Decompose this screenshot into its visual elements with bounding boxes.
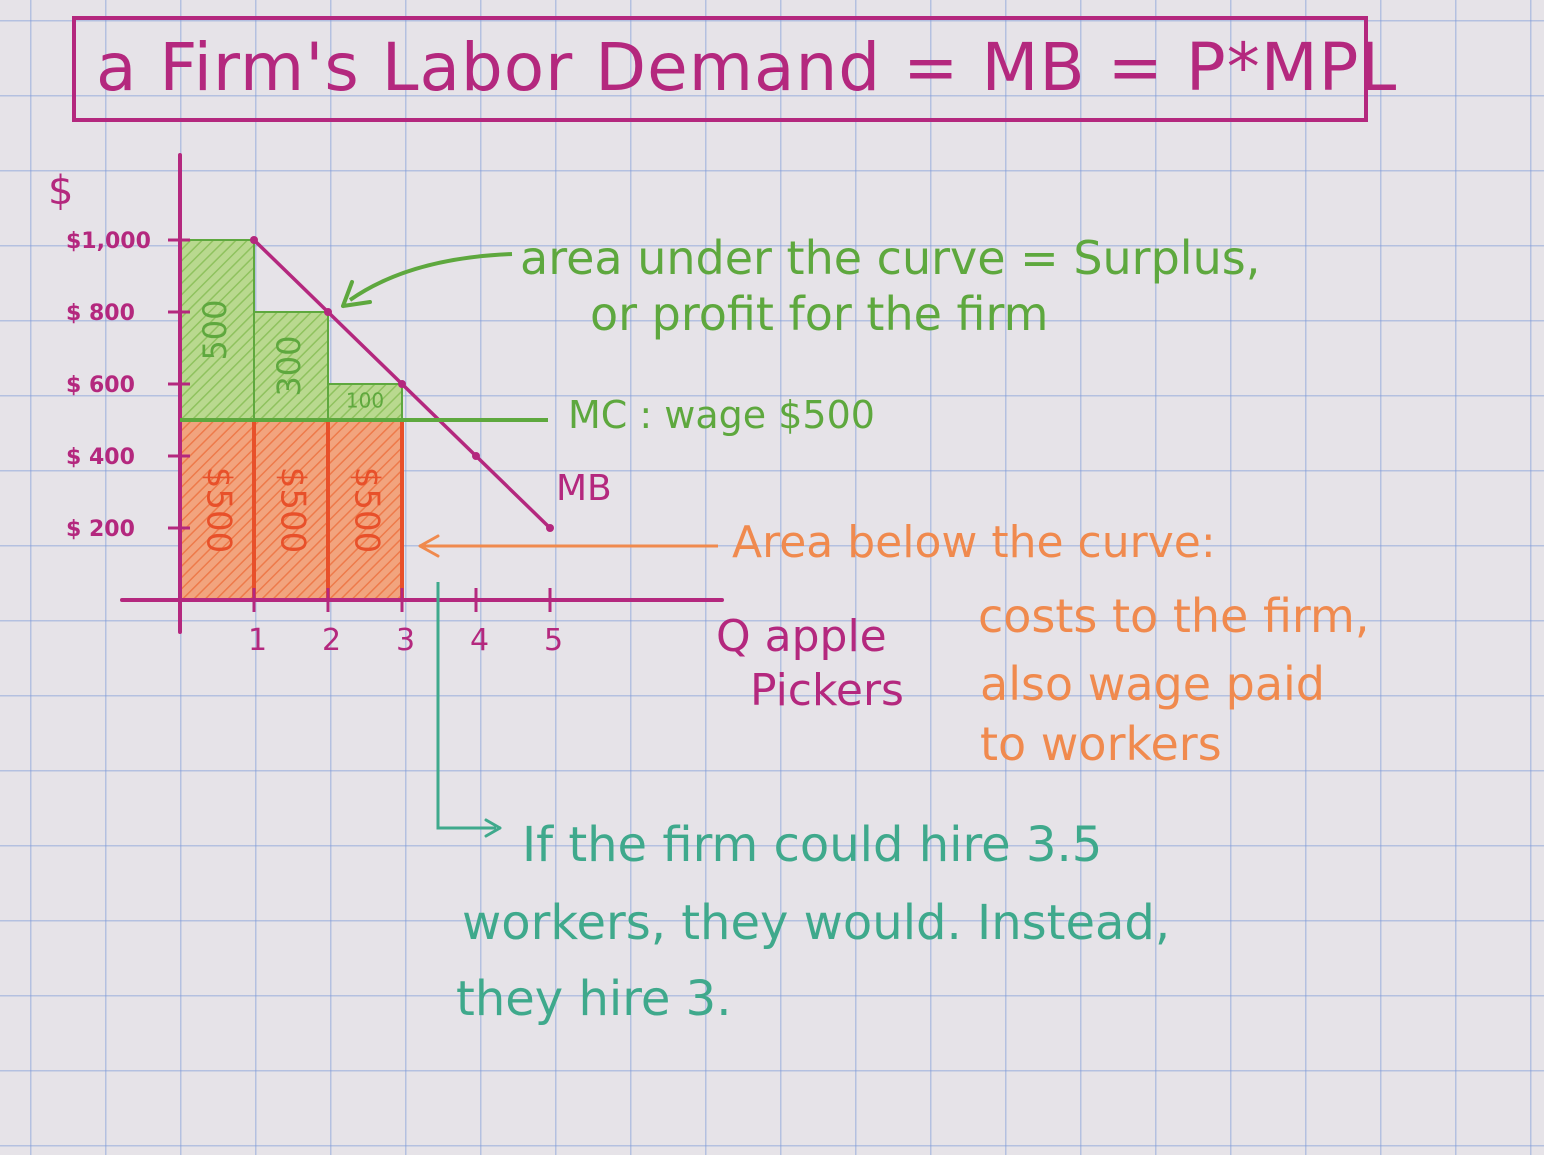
x-tick-label-1: 1 xyxy=(248,623,267,658)
mb-point-4 xyxy=(472,452,480,460)
y-tick-label-800: $ 800 xyxy=(66,301,135,326)
cost-annotation-line1: Area below the curve: xyxy=(732,517,1216,568)
hire-annotation-line2: workers, they would. Instead, xyxy=(462,895,1171,951)
mb-point-3 xyxy=(398,380,406,388)
surplus-annotation-line1: area under the curve = Surplus, xyxy=(520,231,1261,285)
cost-bar-3 xyxy=(326,418,404,602)
surplus-annotation-line2: or profit for the firm xyxy=(590,287,1049,341)
y-axis-label: $ xyxy=(48,168,74,214)
surplus-bar-label-3: 100 xyxy=(346,389,384,413)
surplus-bar-label-2: 300 xyxy=(270,335,308,396)
mb-point-1 xyxy=(250,236,258,244)
y-tick-label-1000: $1,000 xyxy=(66,229,151,254)
y-tick-label-400: $ 400 xyxy=(66,445,135,470)
x-tick-label-2: 2 xyxy=(322,623,341,658)
x-axis-label-line2: Pickers xyxy=(750,665,904,716)
cost-annotation-line2: costs to the firm, xyxy=(978,589,1370,643)
cost-annotation-line4: to workers xyxy=(980,717,1222,771)
y-tick-label-600: $ 600 xyxy=(66,373,135,398)
x-tick-label-5: 5 xyxy=(544,623,563,658)
mc-wage-label: MC : wage $500 xyxy=(568,393,875,437)
x-tick-label-3: 3 xyxy=(396,623,415,658)
x-tick-label-4: 4 xyxy=(470,623,489,658)
curve-label-mb: MB xyxy=(556,468,612,509)
cost-bar-label-1: $500 xyxy=(199,467,239,554)
mb-point-2 xyxy=(324,308,332,316)
cost-annotation-line3: also wage paid xyxy=(980,657,1325,711)
surplus-bar-label-1: 500 xyxy=(196,299,234,360)
title-frame xyxy=(72,16,1368,122)
cost-arrowhead xyxy=(418,534,440,558)
surplus-bar-1 xyxy=(179,239,255,421)
y-tick-label-200: $ 200 xyxy=(66,517,135,542)
cost-bar-label-3: $500 xyxy=(347,467,387,554)
hire-annotation-line3: they hire 3. xyxy=(456,971,732,1027)
cost-bar-label-2: $500 xyxy=(273,467,313,554)
surplus-arrowhead xyxy=(341,280,372,308)
hire-arrowhead xyxy=(484,818,502,838)
mb-point-5 xyxy=(546,524,554,532)
surplus-arrow-line xyxy=(348,252,513,302)
x-axis-label-line1: Q apple xyxy=(716,611,887,662)
hire-annotation-line1: If the firm could hire 3.5 xyxy=(522,817,1103,873)
hire-arrow-line xyxy=(436,582,496,830)
page-title: a Firm's Labor Demand = MB = P*MPL xyxy=(96,29,1398,106)
